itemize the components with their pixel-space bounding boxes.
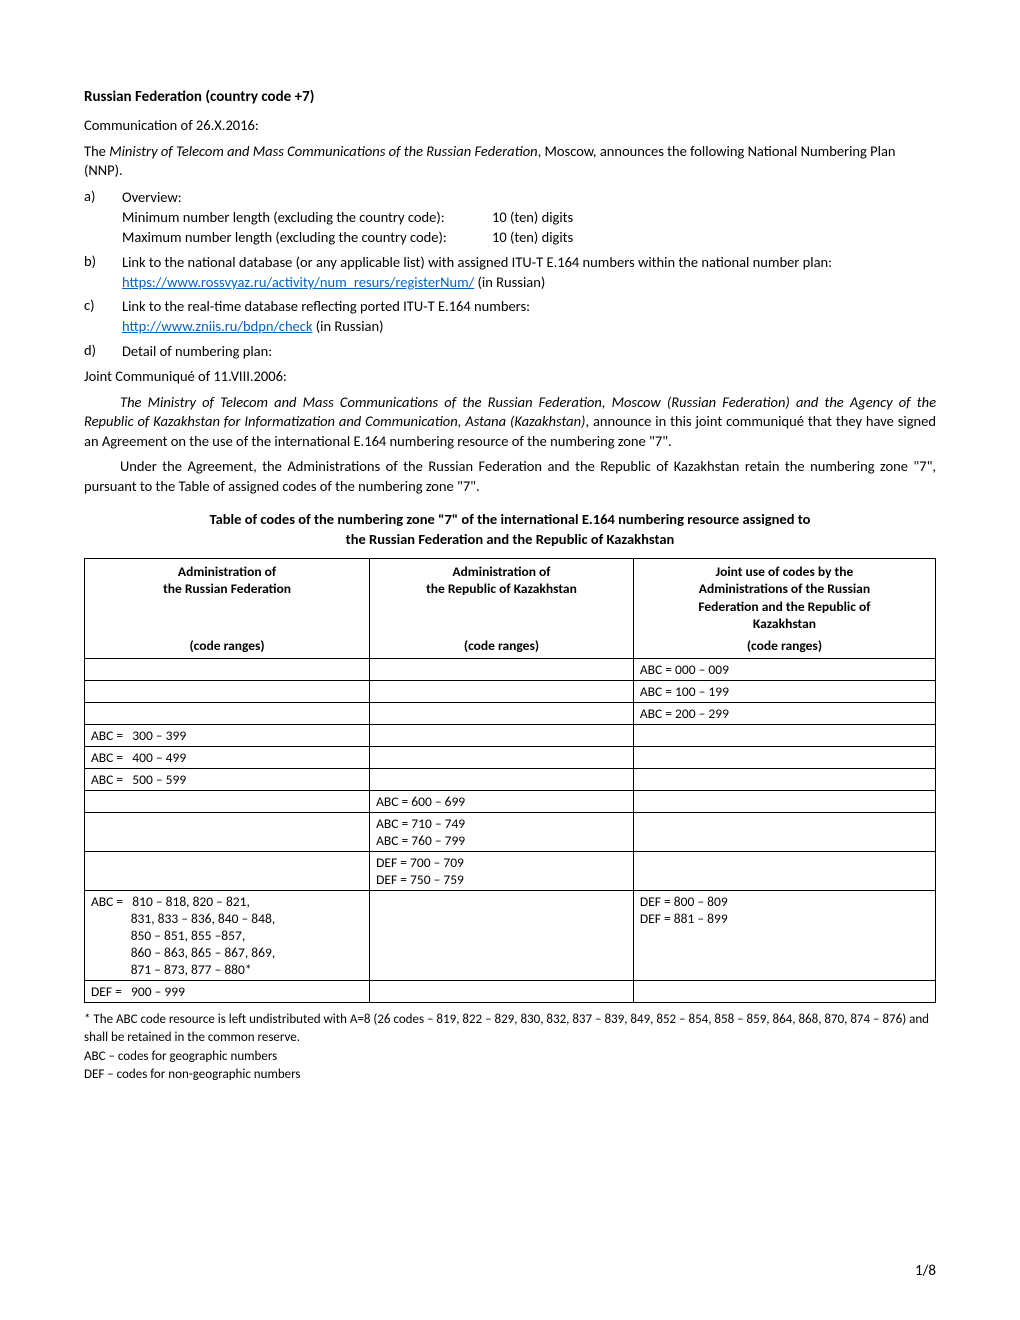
table-title-line2: the Russian Federation and the Republic …: [346, 530, 675, 548]
table-cell: [633, 769, 935, 791]
table-cell: [370, 659, 634, 681]
table-title-line1: Table of codes of the numbering zone "7"…: [210, 510, 811, 528]
item-c-text: Link to the real-time database reflectin…: [122, 296, 936, 316]
item-b-label: b): [84, 252, 122, 293]
item-a: a) Overview: Minimum number length (excl…: [84, 187, 936, 248]
table-cell: [370, 747, 634, 769]
max-length-value: 10 (ten) digits: [492, 227, 612, 247]
table-row: ABC = 400 – 499: [85, 747, 936, 769]
table-cell: ABC = 500 – 599: [85, 769, 370, 791]
table-header: Administration of the Republic of Kazakh…: [370, 558, 634, 635]
page-title: Russian Federation (country code +7): [84, 88, 936, 106]
intro-paragraph: The Ministry of Telecom and Mass Communi…: [84, 142, 936, 181]
table-row: ABC = 600 – 699: [85, 791, 936, 813]
page-number: 1/8: [915, 1262, 936, 1280]
joint-paragraph-2: Under the Agreement, the Administrations…: [84, 457, 936, 496]
table-cell: [85, 813, 370, 852]
table-header: Joint use of codes by the Administration…: [633, 558, 935, 635]
table-row: ABC = 100 – 199: [85, 681, 936, 703]
table-row: ABC = 200 – 299: [85, 703, 936, 725]
zniis-link[interactable]: http://www.zniis.ru/bdpn/check: [122, 317, 313, 335]
table-cell: [370, 981, 634, 1003]
table-row: ABC = 000 – 009: [85, 659, 936, 681]
table-cell: DEF = 900 – 999: [85, 981, 370, 1003]
table-subheader: (code ranges): [370, 635, 634, 659]
joint-paragraph-1: The Ministry of Telecom and Mass Communi…: [84, 393, 936, 452]
table-cell: ABC = 810 – 818, 820 – 821, 831, 833 – 8…: [85, 891, 370, 981]
intro-pre: The: [84, 142, 109, 160]
item-a-label: a): [84, 187, 122, 248]
item-b-text: Link to the national database (or any ap…: [122, 252, 936, 272]
table-cell: [370, 703, 634, 725]
item-c-label: c): [84, 296, 122, 337]
item-b-link-suffix: (in Russian): [474, 273, 545, 291]
table-cell: [370, 769, 634, 791]
table-cell: ABC = 600 – 699: [370, 791, 634, 813]
intro-ministry: Ministry of Telecom and Mass Communicati…: [109, 142, 537, 160]
item-d: d) Detail of numbering plan:: [84, 341, 936, 361]
joint-communique-date: Joint Communiqué of 11.VIII.2006:: [84, 367, 936, 387]
table-cell: DEF = 800 – 809 DEF = 881 – 899: [633, 891, 935, 981]
item-a-heading: Overview:: [122, 187, 936, 207]
item-c-link-suffix: (in Russian): [313, 317, 384, 335]
footnote-def: DEF – codes for non-geographic numbers: [84, 1066, 936, 1084]
table-row: ABC = 500 – 599: [85, 769, 936, 791]
footnote-abc: ABC – codes for geographic numbers: [84, 1048, 936, 1066]
item-c: c) Link to the real-time database reflec…: [84, 296, 936, 337]
min-length-label: Minimum number length (excluding the cou…: [122, 207, 492, 227]
table-cell: [85, 703, 370, 725]
table-cell: [370, 725, 634, 747]
communication-date: Communication of 26.X.2016:: [84, 116, 936, 136]
codes-table: Administration of the Russian Federation…: [84, 558, 936, 1004]
rossvyaz-link[interactable]: https://www.rossvyaz.ru/activity/num_res…: [122, 273, 474, 291]
table-cell: [85, 852, 370, 891]
table-cell: ABC = 710 – 749 ABC = 760 – 799: [370, 813, 634, 852]
table-cell: [633, 813, 935, 852]
table-cell: ABC = 000 – 009: [633, 659, 935, 681]
table-subheader: (code ranges): [633, 635, 935, 659]
max-length-label: Maximum number length (excluding the cou…: [122, 227, 492, 247]
table-row: ABC = 810 – 818, 820 – 821, 831, 833 – 8…: [85, 891, 936, 981]
item-b: b) Link to the national database (or any…: [84, 252, 936, 293]
table-cell: [85, 791, 370, 813]
item-d-label: d): [84, 341, 122, 361]
table-cell: ABC = 100 – 199: [633, 681, 935, 703]
table-row: DEF = 900 – 999: [85, 981, 936, 1003]
table-header: Administration of the Russian Federation: [85, 558, 370, 635]
table-cell: [633, 981, 935, 1003]
table-subheader: (code ranges): [85, 635, 370, 659]
table-cell: [633, 747, 935, 769]
table-cell: ABC = 400 – 499: [85, 747, 370, 769]
table-row: ABC = 300 – 399: [85, 725, 936, 747]
item-d-text: Detail of numbering plan:: [122, 341, 936, 361]
table-row: DEF = 700 – 709 DEF = 750 – 759: [85, 852, 936, 891]
table-cell: [85, 681, 370, 703]
table-title: Table of codes of the numbering zone "7"…: [84, 510, 936, 549]
table-cell: [370, 891, 634, 981]
table-cell: ABC = 200 – 299: [633, 703, 935, 725]
table-cell: [633, 725, 935, 747]
table-cell: ABC = 300 – 399: [85, 725, 370, 747]
table-row: ABC = 710 – 749 ABC = 760 – 799: [85, 813, 936, 852]
footnote-star: * The ABC code resource is left undistri…: [84, 1011, 936, 1046]
table-cell: [85, 659, 370, 681]
table-cell: [633, 852, 935, 891]
table-cell: [370, 681, 634, 703]
table-cell: DEF = 700 – 709 DEF = 750 – 759: [370, 852, 634, 891]
min-length-value: 10 (ten) digits: [492, 207, 612, 227]
table-cell: [633, 791, 935, 813]
